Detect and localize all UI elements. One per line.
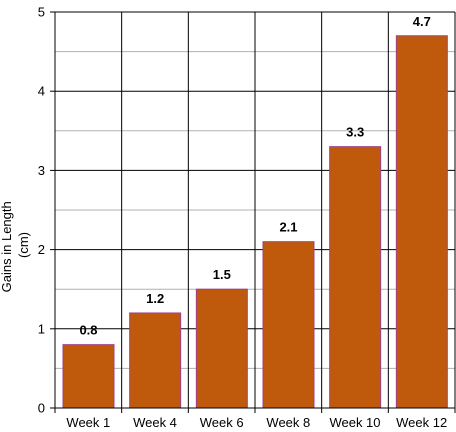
y-tick-label: 1 bbox=[38, 321, 45, 336]
x-tick-label: Week 8 bbox=[266, 415, 310, 430]
y-tick-label: 4 bbox=[38, 84, 45, 99]
bar bbox=[195, 288, 248, 409]
x-tick-label: Week 4 bbox=[133, 415, 177, 430]
x-tick-labels: Week 1 Week 4 Week 6 Week 8 Week 10 Week 12 bbox=[66, 415, 447, 430]
data-label: 1.2 bbox=[146, 291, 164, 306]
y-tick-label: 5 bbox=[38, 5, 45, 20]
data-label: 2.1 bbox=[279, 220, 297, 235]
bar bbox=[262, 241, 315, 409]
bar bbox=[395, 35, 448, 409]
x-tick-label: Week 12 bbox=[396, 415, 447, 430]
data-label: 3.3 bbox=[346, 125, 364, 140]
y-axis-label-line2: (cm) bbox=[16, 232, 31, 258]
y-tick-labels: 0 1 2 3 4 5 bbox=[38, 5, 45, 416]
bar bbox=[129, 312, 182, 409]
x-tick-label: Week 1 bbox=[66, 415, 110, 430]
axes bbox=[50, 11, 456, 413]
x-tick-label: Week 6 bbox=[200, 415, 244, 430]
y-axis-label: Gains in Length (cm) bbox=[0, 198, 31, 293]
data-label: 4.7 bbox=[413, 14, 431, 29]
grid bbox=[54, 11, 456, 409]
data-labels: 0.8 1.2 1.5 2.1 3.3 4.7 bbox=[79, 14, 430, 338]
bar bbox=[62, 344, 115, 409]
y-tick-label: 2 bbox=[38, 242, 45, 257]
y-axis-label-line1: Gains in Length bbox=[0, 201, 14, 292]
bars bbox=[62, 35, 448, 409]
data-label: 0.8 bbox=[79, 323, 97, 338]
data-label: 1.5 bbox=[213, 267, 231, 282]
bar bbox=[329, 146, 382, 409]
y-tick-label: 3 bbox=[38, 163, 45, 178]
x-tick-label: Week 10 bbox=[329, 415, 380, 430]
y-tick-label: 0 bbox=[38, 401, 45, 416]
